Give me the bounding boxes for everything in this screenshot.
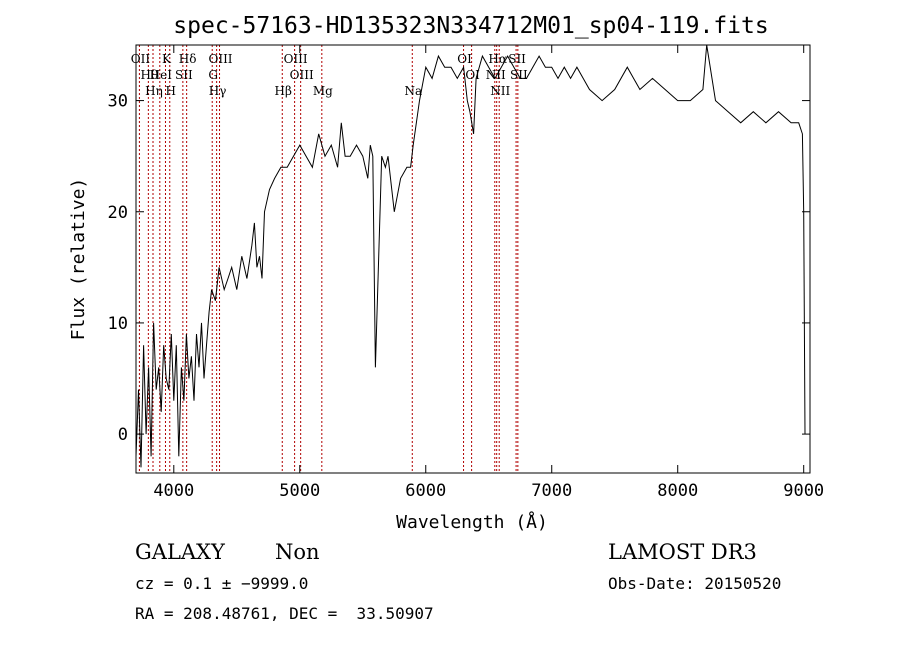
emission-line-label: SII: [510, 68, 528, 82]
emission-line-label: SII: [508, 52, 526, 66]
emission-line-label: Hδ: [179, 52, 197, 66]
y-tick-label: 10: [108, 314, 128, 334]
emission-line-label: OIII: [208, 52, 232, 66]
emission-line-label: Hα: [488, 52, 507, 66]
emission-line-label: Na: [404, 84, 422, 98]
emission-line-label: Hγ: [209, 84, 227, 98]
y-tick-label: 30: [108, 92, 128, 112]
plot-frame: [135, 44, 811, 474]
x-tick-label: 6000: [405, 481, 446, 501]
emission-line-label: NII: [490, 84, 510, 98]
chart-title: spec-57163-HD135323N334712M01_sp04-119.f…: [173, 13, 768, 39]
radec-text: RA = 208.48761, DEC = 33.50907: [135, 604, 434, 623]
emission-line-label: NII: [486, 68, 506, 82]
emission-line-label: HeI: [150, 68, 173, 82]
y-tick-label: 20: [108, 203, 128, 223]
emission-line-label: SII: [175, 68, 193, 82]
redshift-text: cz = 0.1 ± −9999.0: [135, 574, 309, 593]
object-subclass: Non: [275, 540, 320, 564]
emission-line-label: Hθ: [140, 68, 158, 82]
x-tick-label: 8000: [657, 481, 698, 501]
object-class: GALAXY: [135, 540, 225, 564]
emission-line-label: K: [162, 52, 172, 66]
emission-line-label: Mg: [313, 84, 333, 98]
axis-ticks: 4000 5000 6000 7000 8000 9000 0 10 20 30: [108, 45, 824, 501]
emission-line-label: OII: [131, 52, 151, 66]
obs-date-text: Obs-Date: 20150520: [608, 574, 782, 593]
line-labels: OIIHθHηKHeIHHδSIIHγOIIIGHβOIIIOIIIMgOIOI…: [131, 52, 528, 98]
spectrum-line: [135, 44, 806, 468]
x-tick-label: 7000: [531, 481, 572, 501]
emission-line-label: OI: [457, 52, 472, 66]
x-tick-label: 4000: [153, 481, 194, 501]
emission-line-label: H: [166, 84, 176, 98]
x-tick-label: 9000: [783, 481, 824, 501]
survey-label: LAMOST DR3: [608, 540, 757, 564]
line-markers: [138, 45, 519, 473]
emission-line-label: OIII: [284, 52, 308, 66]
emission-line-label: OIII: [290, 68, 314, 82]
emission-line-label: Hη: [145, 84, 163, 98]
y-axis-label: Flux (relative): [68, 178, 89, 341]
x-tick-label: 5000: [279, 481, 320, 501]
emission-line-label: Hβ: [275, 84, 292, 98]
y-tick-label: 0: [118, 425, 128, 445]
emission-line-label: G: [208, 68, 218, 82]
x-axis-label: Wavelength (Å): [396, 511, 548, 533]
